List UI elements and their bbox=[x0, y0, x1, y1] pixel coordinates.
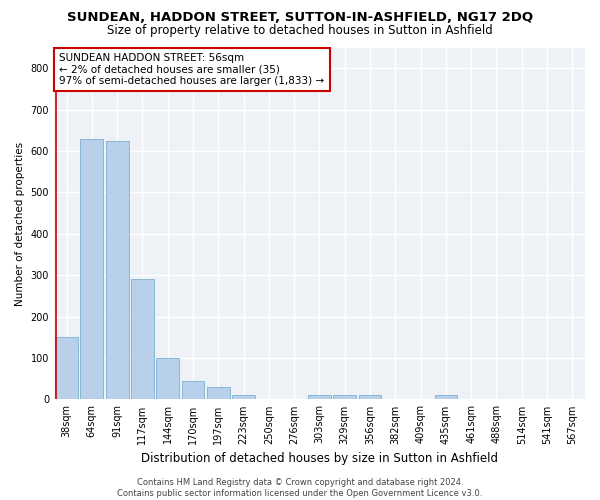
X-axis label: Distribution of detached houses by size in Sutton in Ashfield: Distribution of detached houses by size … bbox=[141, 452, 498, 465]
Bar bbox=[80, 138, 103, 400]
Bar bbox=[106, 140, 128, 400]
Bar bbox=[157, 358, 179, 400]
Text: SUNDEAN, HADDON STREET, SUTTON-IN-ASHFIELD, NG17 2DQ: SUNDEAN, HADDON STREET, SUTTON-IN-ASHFIE… bbox=[67, 11, 533, 24]
Bar bbox=[207, 387, 230, 400]
Bar bbox=[131, 280, 154, 400]
Text: SUNDEAN HADDON STREET: 56sqm
← 2% of detached houses are smaller (35)
97% of sem: SUNDEAN HADDON STREET: 56sqm ← 2% of det… bbox=[59, 53, 325, 86]
Bar bbox=[359, 396, 382, 400]
Bar bbox=[334, 396, 356, 400]
Bar bbox=[434, 396, 457, 400]
Y-axis label: Number of detached properties: Number of detached properties bbox=[15, 142, 25, 306]
Bar bbox=[55, 338, 78, 400]
Bar bbox=[308, 396, 331, 400]
Bar bbox=[182, 381, 205, 400]
Bar bbox=[232, 396, 255, 400]
Text: Size of property relative to detached houses in Sutton in Ashfield: Size of property relative to detached ho… bbox=[107, 24, 493, 37]
Text: Contains HM Land Registry data © Crown copyright and database right 2024.
Contai: Contains HM Land Registry data © Crown c… bbox=[118, 478, 482, 498]
